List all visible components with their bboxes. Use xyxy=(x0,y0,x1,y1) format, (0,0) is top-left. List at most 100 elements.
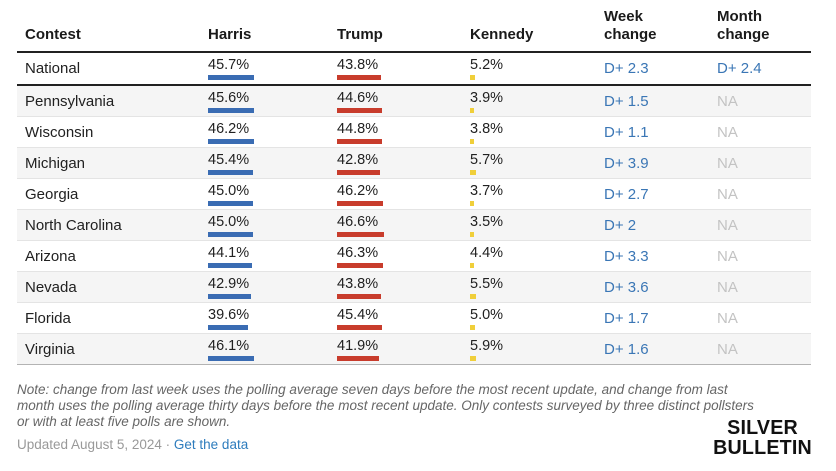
week-change-cell: D+ 1.5 xyxy=(604,86,717,116)
harris-bar xyxy=(208,232,253,237)
week-change-cell: D+ 3.6 xyxy=(604,272,717,302)
week-change-cell: D+ 2 xyxy=(604,210,717,240)
contest-cell: Michigan xyxy=(25,155,86,172)
contest-cell: Florida xyxy=(25,310,71,327)
week-change-value: D+ 1.5 xyxy=(604,93,649,110)
kennedy-cell: 5.5% xyxy=(470,272,604,302)
trump-bar xyxy=(337,294,381,299)
week-change-value: D+ 3.9 xyxy=(604,155,649,172)
trump-bar xyxy=(337,232,384,237)
trump-value: 43.8% xyxy=(337,57,379,73)
week-change-value: D+ 3.6 xyxy=(604,279,649,296)
table-row: Pennsylvania 45.6% 44.6% 3.9% D+ 1.5 NA xyxy=(17,86,811,117)
header-contest: Contest xyxy=(25,26,81,43)
trump-value: 44.8% xyxy=(337,121,379,137)
kennedy-cell: 3.8% xyxy=(470,117,604,147)
month-change-cell: NA xyxy=(717,241,811,271)
kennedy-cell: 5.0% xyxy=(470,303,604,333)
week-change-value: D+ 1.1 xyxy=(604,124,649,141)
harris-cell: 45.4% xyxy=(208,148,337,178)
kennedy-bar xyxy=(470,263,475,268)
week-change-cell: D+ 1.1 xyxy=(604,117,717,147)
harris-bar xyxy=(208,201,253,206)
trump-cell: 43.8% xyxy=(337,53,470,84)
trump-cell: 42.8% xyxy=(337,148,470,178)
harris-cell: 46.2% xyxy=(208,117,337,147)
harris-bar xyxy=(208,294,251,299)
kennedy-value: 5.9% xyxy=(470,338,504,354)
updated-date: Updated August 5, 2024 xyxy=(17,437,162,452)
logo-line-1: SILVER xyxy=(727,416,798,439)
month-change-value: NA xyxy=(717,341,738,358)
polling-table: Contest Harris Trump Kennedy Week change… xyxy=(17,0,811,365)
table-row: Michigan 45.4% 42.8% 5.7% D+ 3.9 NA xyxy=(17,148,811,179)
table-row: Nevada 42.9% 43.8% 5.5% D+ 3.6 NA xyxy=(17,272,811,303)
month-change-value: NA xyxy=(717,279,738,296)
trump-cell: 46.3% xyxy=(337,241,470,271)
kennedy-value: 5.0% xyxy=(470,307,504,323)
logo-line-2: BULLETIN xyxy=(713,436,812,459)
kennedy-bar xyxy=(470,294,476,299)
harris-cell: 45.7% xyxy=(208,53,337,84)
trump-bar xyxy=(337,356,379,361)
kennedy-value: 5.7% xyxy=(470,152,504,168)
trump-value: 45.4% xyxy=(337,307,379,323)
kennedy-bar xyxy=(470,325,475,330)
harris-bar xyxy=(208,356,255,361)
header-harris: Harris xyxy=(208,26,252,43)
harris-value: 45.6% xyxy=(208,90,250,106)
kennedy-value: 5.2% xyxy=(470,57,504,73)
table-body: National 45.7% 43.8% 5.2% D+ 2.3 D+ 2.4 Pennsy… xyxy=(17,53,811,365)
trump-cell: 44.8% xyxy=(337,117,470,147)
trump-cell: 43.8% xyxy=(337,272,470,302)
trump-value: 42.8% xyxy=(337,152,379,168)
harris-value: 45.0% xyxy=(208,214,250,230)
footnote: Note: change from last week uses the pol… xyxy=(17,382,754,429)
week-change-cell: D+ 3.3 xyxy=(604,241,717,271)
week-change-value: D+ 2 xyxy=(604,217,637,234)
silver-bulletin-logo: SILVER BULLETIN xyxy=(713,416,812,459)
trump-cell: 45.4% xyxy=(337,303,470,333)
harris-cell: 45.6% xyxy=(208,86,337,116)
kennedy-bar xyxy=(470,201,474,206)
header-month-change: Month change xyxy=(717,8,770,43)
trump-bar xyxy=(337,263,384,268)
kennedy-value: 3.5% xyxy=(470,214,504,230)
harris-value: 45.7% xyxy=(208,57,250,73)
kennedy-bar xyxy=(470,232,474,237)
month-change-cell: NA xyxy=(717,303,811,333)
kennedy-bar xyxy=(470,139,474,144)
kennedy-cell: 5.2% xyxy=(470,53,604,84)
harris-cell: 46.1% xyxy=(208,334,337,364)
harris-cell: 45.0% xyxy=(208,179,337,209)
kennedy-bar xyxy=(470,356,476,361)
header-trump: Trump xyxy=(337,26,383,43)
month-change-cell: D+ 2.4 xyxy=(717,53,811,84)
harris-bar xyxy=(208,170,254,175)
week-change-value: D+ 2.3 xyxy=(604,60,649,77)
harris-value: 46.1% xyxy=(208,338,250,354)
contest-cell: Wisconsin xyxy=(25,124,94,141)
trump-bar xyxy=(337,170,380,175)
table-row: North Carolina 45.0% 46.6% 3.5% D+ 2 NA xyxy=(17,210,811,241)
harris-cell: 44.1% xyxy=(208,241,337,271)
month-change-cell: NA xyxy=(717,148,811,178)
contest-cell: North Carolina xyxy=(25,217,122,234)
month-change-value: NA xyxy=(717,310,738,327)
harris-bar xyxy=(208,108,254,113)
trump-cell: 46.2% xyxy=(337,179,470,209)
kennedy-cell: 5.7% xyxy=(470,148,604,178)
month-change-cell: NA xyxy=(717,210,811,240)
get-the-data-link[interactable]: Get the data xyxy=(173,437,249,452)
week-change-value: D+ 1.6 xyxy=(604,341,649,358)
kennedy-cell: 3.5% xyxy=(470,210,604,240)
harris-cell: 42.9% xyxy=(208,272,337,302)
kennedy-value: 3.7% xyxy=(470,183,504,199)
trump-cell: 44.6% xyxy=(337,86,470,116)
week-change-cell: D+ 2.3 xyxy=(604,53,717,84)
trump-cell: 46.6% xyxy=(337,210,470,240)
month-change-cell: NA xyxy=(717,179,811,209)
harris-bar xyxy=(208,75,254,80)
trump-value: 46.6% xyxy=(337,214,379,230)
week-change-value: D+ 2.7 xyxy=(604,186,649,203)
